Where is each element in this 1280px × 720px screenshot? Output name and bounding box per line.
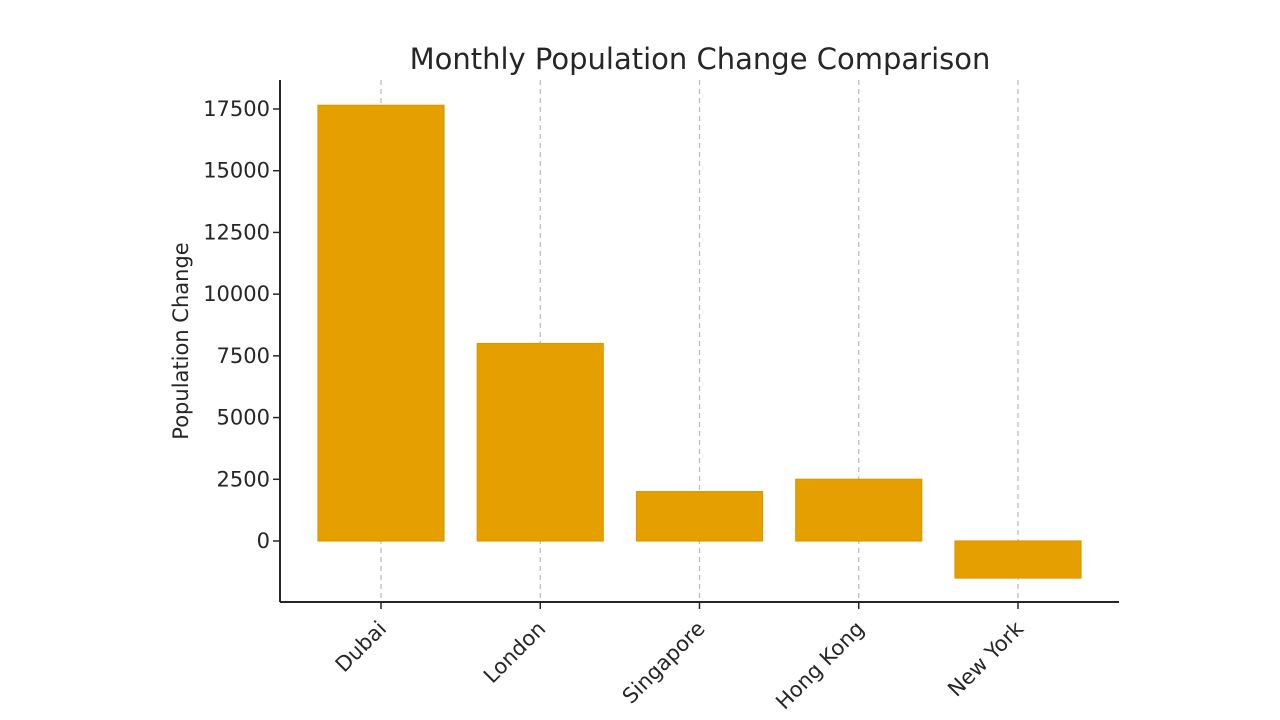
bar-new-york: [954, 540, 1082, 579]
x-tick-label: Singapore: [618, 616, 710, 708]
y-tick-label: 12500: [203, 220, 270, 244]
y-tick-label: 5000: [217, 406, 270, 430]
bar-singapore: [635, 491, 764, 542]
y-tick-label: 2500: [217, 467, 270, 491]
y-tick-label: 10000: [203, 282, 270, 306]
bars: [317, 104, 1082, 579]
bar-hong-kong: [795, 478, 923, 542]
x-tick-label: New York: [943, 616, 1029, 702]
y-ticks: 0 2500 5000 7500 10000 12500 15000 17500: [203, 97, 280, 553]
bar-london: [476, 342, 604, 542]
y-tick-label: 7500: [217, 344, 270, 368]
y-tick-label: 0: [257, 529, 270, 553]
chart-title: Monthly Population Change Comparison: [410, 42, 991, 76]
x-tick-label: London: [479, 616, 550, 687]
x-tick-label: Dubai: [331, 616, 391, 676]
x-ticks: Dubai London Singapore Hong Kong New York: [331, 602, 1029, 714]
y-tick-label: 15000: [203, 159, 270, 183]
y-axis-label: Population Change: [169, 242, 193, 439]
bar-dubai: [317, 104, 445, 542]
x-tick-label: Hong Kong: [771, 616, 869, 714]
y-tick-label: 17500: [203, 97, 270, 121]
